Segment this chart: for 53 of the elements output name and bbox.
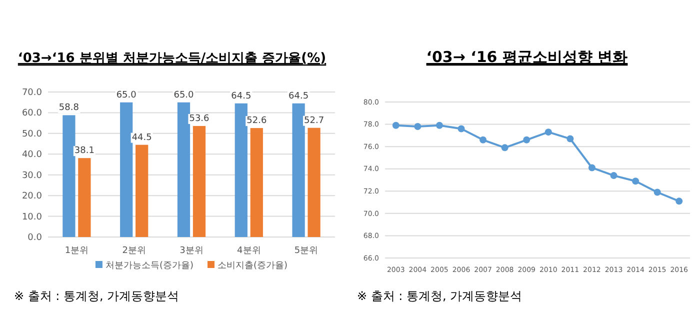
x-tick-label: 5분위 <box>294 246 318 256</box>
bar <box>192 126 206 237</box>
x-tick-label: 3분위 <box>180 246 204 256</box>
bar <box>120 102 133 237</box>
point <box>458 125 465 132</box>
legend-label: 처분가능소득(증가율) <box>105 261 194 271</box>
bar <box>308 128 320 237</box>
y-tick-label: 30.0 <box>22 170 42 181</box>
text: ※ 출처 : 통계청, 가계동향분석 <box>357 289 522 303</box>
y-tick-label: 50.0 <box>22 129 42 140</box>
chart-title: ‘03→ ‘16 평균소비성향 변화 <box>426 48 628 66</box>
point <box>480 136 487 144</box>
data-label: 38.1 <box>74 146 94 156</box>
legend-label: 소비지출(증가율) <box>218 261 288 271</box>
point <box>676 198 683 205</box>
y-tick-label: 0.0 <box>28 233 42 243</box>
data-label: 52.7 <box>304 116 324 126</box>
x-tick-label: 2분위 <box>122 246 146 256</box>
y-tick-label: 10.0 <box>22 212 42 222</box>
chart-title: ‘03→‘16 분위별 처분가능소득/소비지출 증가율(%) <box>18 51 326 66</box>
point <box>392 122 400 129</box>
point <box>654 188 661 196</box>
bar <box>250 128 263 237</box>
data-label: 64.5 <box>231 91 252 102</box>
point <box>523 136 530 144</box>
y-tick-label: 20.0 <box>22 192 42 202</box>
point <box>588 164 596 172</box>
data-label: 53.6 <box>189 114 210 124</box>
bar <box>292 103 305 237</box>
point <box>436 122 443 129</box>
x-tick-label: 4분위 <box>237 246 261 256</box>
y-tick-label: 60.0 <box>22 108 42 119</box>
bar <box>234 103 248 237</box>
data-label: 64.5 <box>288 91 309 102</box>
data-label: 65.0 <box>174 90 194 100</box>
data-label: 44.5 <box>132 132 152 143</box>
bar <box>177 102 190 237</box>
bar <box>136 144 148 237</box>
data-label: 52.6 <box>246 116 267 126</box>
text: ※ 출처 : 통계청, 가계동향분석 <box>14 289 180 303</box>
y-tick-label: 40.0 <box>22 150 42 160</box>
data-label: 65.0 <box>116 90 137 100</box>
point <box>501 144 508 152</box>
bar <box>62 115 76 237</box>
bar <box>78 158 91 237</box>
data-label: 58.8 <box>58 103 80 114</box>
x-tick-label: 1분위 <box>64 246 89 256</box>
point <box>414 123 422 130</box>
point <box>566 135 574 142</box>
point <box>632 178 640 185</box>
point <box>610 172 618 180</box>
y-tick-label: 70.0 <box>22 88 42 98</box>
point <box>544 128 552 136</box>
